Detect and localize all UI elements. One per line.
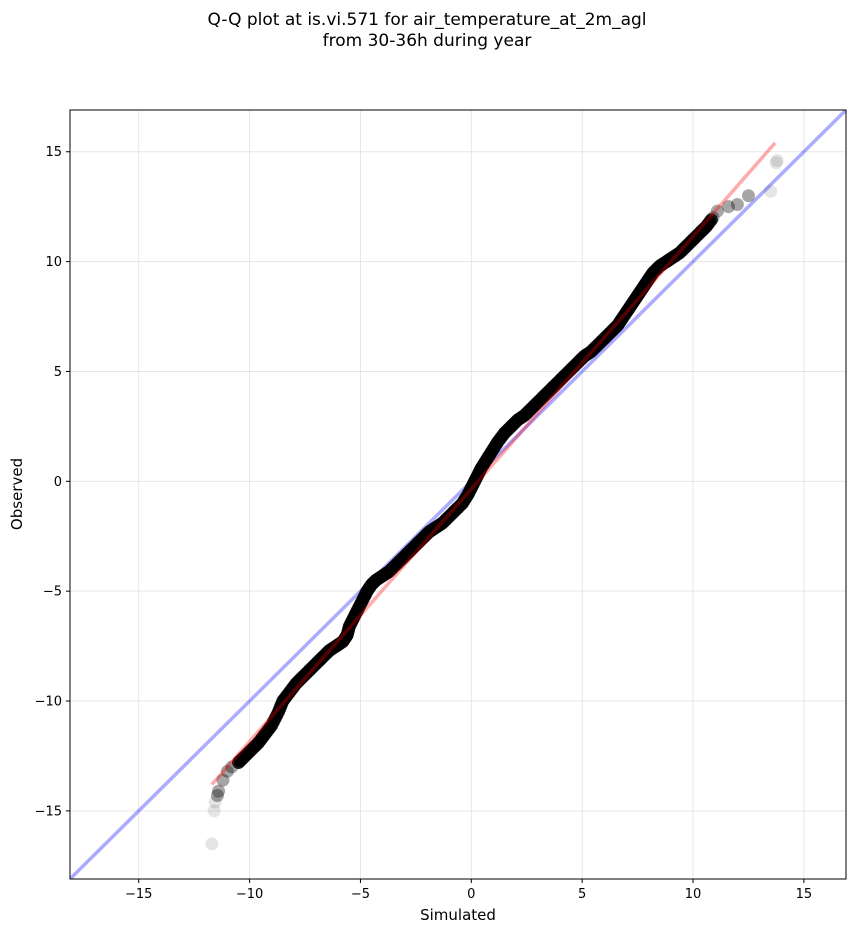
- qq-point: [704, 213, 718, 227]
- qq-point: [207, 804, 221, 818]
- qq-point: [769, 156, 783, 170]
- y-tick-label: −15: [35, 804, 62, 819]
- x-tick-label: 10: [685, 887, 702, 902]
- qq-point: [730, 197, 744, 211]
- y-tick-label: 5: [54, 365, 62, 380]
- plot-frame: [69, 109, 847, 880]
- qq-point: [208, 795, 222, 809]
- fit-line: [210, 141, 777, 786]
- y-axis-label: Observed: [8, 458, 26, 530]
- grid-lines: [70, 110, 846, 879]
- qq-point: [721, 200, 735, 214]
- y-tick-label: 15: [45, 145, 62, 160]
- qq-point: [770, 154, 784, 168]
- x-tick-label: −10: [236, 887, 263, 902]
- qq-point: [216, 773, 230, 787]
- x-axis-label: Simulated: [420, 906, 496, 924]
- chart-title-line-2: from 30-36h during year: [322, 31, 532, 51]
- qq-point: [205, 837, 219, 851]
- qq-point: [220, 764, 234, 778]
- y-tick-label: −5: [43, 585, 62, 600]
- plot-area-background: [70, 110, 846, 879]
- reference-line: [70, 110, 846, 879]
- x-tick-label: 15: [796, 887, 813, 902]
- x-tick-label: −15: [125, 887, 152, 902]
- y-axis-ticks: −15 −10 −5 0 5 10 15: [35, 145, 70, 819]
- qq-point: [212, 784, 226, 798]
- qq-points: [205, 154, 784, 851]
- x-tick-label: −5: [351, 887, 370, 902]
- chart-title-line-1: Q-Q plot at is.vi.571 for air_temperatur…: [207, 10, 647, 30]
- qq-point: [741, 189, 755, 203]
- x-tick-label: 5: [578, 887, 586, 902]
- qq-point: [210, 789, 224, 803]
- qq-point: [764, 184, 778, 198]
- y-tick-label: 0: [54, 475, 62, 490]
- x-tick-label: 0: [467, 887, 475, 902]
- y-tick-label: −10: [35, 695, 62, 710]
- x-axis-ticks: −15 −10 −5 0 5 10 15: [125, 879, 812, 902]
- y-tick-label: 10: [45, 255, 62, 270]
- chart-title: Q-Q plot at is.vi.571 for air_temperatur…: [0, 10, 854, 52]
